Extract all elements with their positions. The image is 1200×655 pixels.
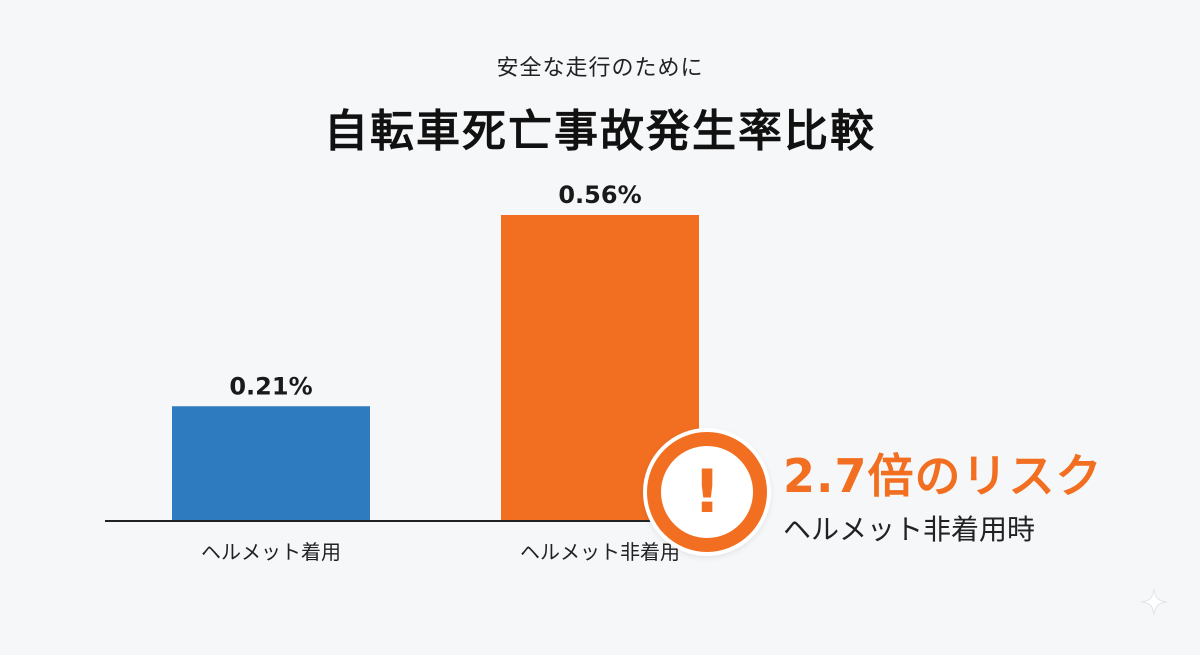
exclamation-icon: ! — [661, 446, 753, 538]
risk-headline: 2.7倍のリスク — [783, 449, 1103, 503]
labels-group: 0.21% ヘルメット着用 0.56% ヘルメット非着用 — [201, 181, 680, 564]
alert-badge: ! — [643, 428, 771, 556]
bar-1 — [172, 406, 370, 521]
value-label-2: 0.56% — [558, 181, 641, 209]
bars-group — [172, 215, 699, 521]
sparkle-icon — [1140, 588, 1168, 616]
chart-subtitle: 安全な走行のために — [496, 56, 704, 81]
risk-callout: ! 2.7倍のリスク ヘルメット非着用時 — [643, 428, 1143, 556]
category-label-2: ヘルメット非着用 — [520, 540, 680, 564]
chart-title: 自転車死亡事故発生率比較 — [324, 106, 876, 157]
value-label-1: 0.21% — [229, 372, 312, 400]
risk-caption: ヘルメット非着用時 — [783, 513, 1036, 546]
exclamation-mark: ! — [693, 457, 721, 527]
category-label-1: ヘルメット着用 — [201, 540, 341, 564]
